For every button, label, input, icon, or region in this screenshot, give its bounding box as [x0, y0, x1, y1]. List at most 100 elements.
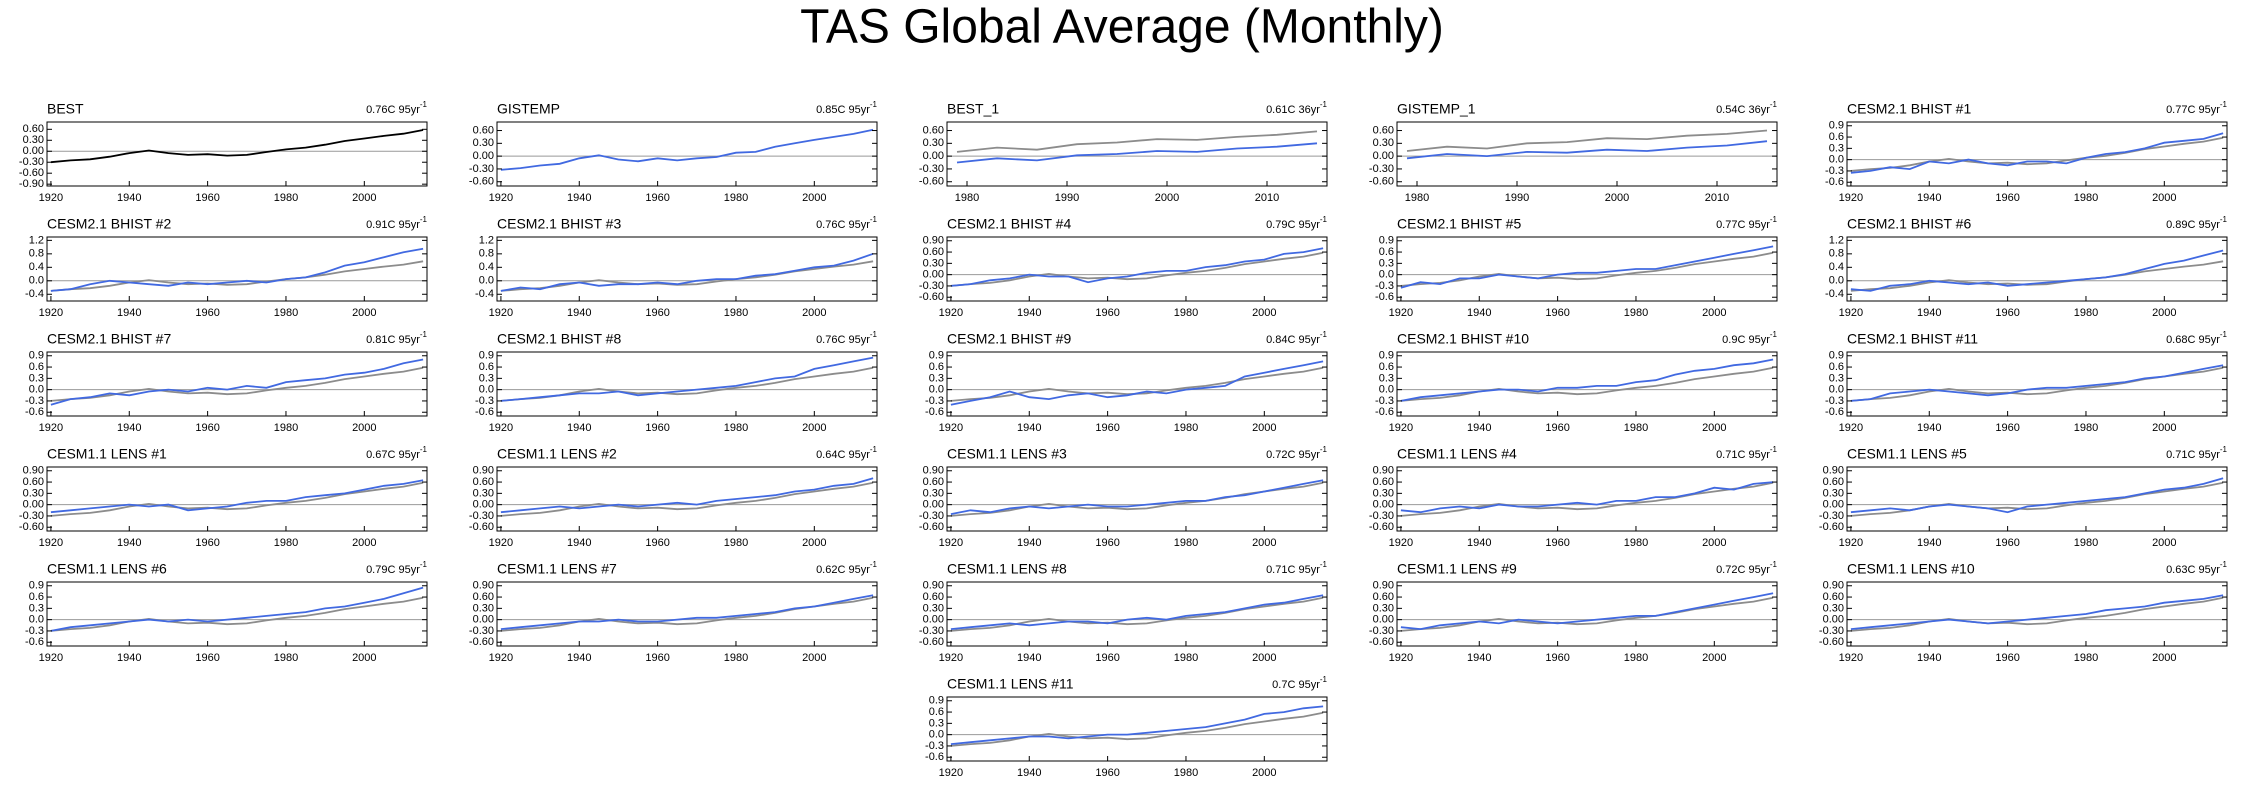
x-tick-label: 1980: [1624, 652, 1648, 664]
x-tick-label: 1920: [939, 307, 963, 319]
trend-exponent: -1: [1770, 100, 1778, 109]
y-tick-label: 0.0: [1379, 269, 1394, 281]
x-tick-label: 1920: [1389, 537, 1413, 549]
x-tick-label: 1960: [645, 192, 669, 204]
series-line: [950, 360, 1324, 406]
x-tick-label: 1960: [1545, 652, 1569, 664]
y-tick-label: -0.3: [925, 740, 944, 752]
x-tick-label: 1980: [274, 192, 298, 204]
plot-frame: [1396, 466, 1778, 532]
y-tick-label: -0.3: [25, 395, 44, 407]
trend-label: 0.91C 95yr-1: [366, 215, 427, 231]
trend-exponent: -1: [2220, 100, 2228, 109]
y-tick-label: 1.2: [29, 234, 44, 246]
y-tick-label: 0.00: [1373, 614, 1394, 626]
plot-frame: [1396, 236, 1778, 302]
x-tick-label: 1960: [195, 652, 219, 664]
y-tick-label: -0.60: [1369, 176, 1394, 188]
y-tick-label: 0.30: [473, 487, 494, 499]
plot-frame: [946, 236, 1328, 302]
x-tick-label: 2000: [2152, 192, 2176, 204]
trend-label: 0.7C 95yr-1: [1272, 675, 1327, 691]
trend-value: 0.67C 95yr: [366, 449, 420, 461]
series-line: [1400, 596, 1774, 632]
y-tick-label: 0.9: [1379, 235, 1394, 247]
x-tick-label: 1940: [1917, 192, 1941, 204]
trend-value: 0.91C 95yr: [366, 219, 420, 231]
y-tick-label: -0.3: [25, 625, 44, 637]
trend-value: 0.7C 95yr: [1272, 679, 1320, 691]
y-tick-label: 0.00: [23, 499, 44, 511]
x-tick-label: 1980: [1174, 767, 1198, 779]
y-tick-label: -0.30: [469, 163, 494, 175]
x-tick-label: 1920: [39, 652, 63, 664]
trend-value: 0.81C 95yr: [366, 334, 420, 346]
x-tick-label: 1940: [1017, 422, 1041, 434]
x-tick-label: 1940: [1467, 652, 1491, 664]
y-tick-label: 0.4: [29, 261, 44, 273]
panel-title: CESM2.1 BHIST #6: [1847, 216, 1971, 232]
x-tick-label: 1940: [1467, 307, 1491, 319]
series-line: [50, 481, 424, 517]
panel-title: CESM1.1 LENS #2: [497, 446, 617, 462]
x-tick-label: 1980: [955, 192, 979, 204]
trend-label: 0.63C 95yr-1: [2166, 560, 2227, 576]
panel-title: GISTEMP_1: [1397, 101, 1476, 117]
y-tick-label: 0.9: [1829, 350, 1844, 362]
trend-value: 0.71C 95yr: [1716, 449, 1770, 461]
x-tick-label: 1960: [1995, 537, 2019, 549]
y-tick-label: -0.30: [19, 156, 44, 168]
trend-label: 0.76C 95yr-1: [816, 330, 877, 346]
y-tick-label: -0.30: [919, 625, 944, 637]
trend-label: 0.89C 95yr-1: [2166, 215, 2227, 231]
trend-exponent: -1: [420, 445, 428, 454]
series-line: [500, 260, 874, 292]
x-tick-label: 1980: [2074, 192, 2098, 204]
trend-label: 0.61C 36yr-1: [1266, 100, 1327, 116]
trend-value: 0.68C 95yr: [2166, 334, 2220, 346]
trend-value: 0.54C 36yr: [1716, 104, 1770, 116]
y-tick-label: 0.3: [29, 602, 44, 614]
series-line: [500, 594, 874, 630]
x-tick-label: 1940: [567, 537, 591, 549]
series-line: [50, 479, 424, 514]
y-tick-label: 0.60: [923, 591, 944, 603]
y-tick-label: 0.30: [23, 487, 44, 499]
x-tick-label: 1960: [645, 422, 669, 434]
x-tick-label: 1940: [1017, 537, 1041, 549]
x-tick-label: 1940: [117, 192, 141, 204]
y-tick-label: 0.9: [1829, 120, 1844, 132]
y-tick-label: 0.9: [929, 695, 944, 707]
panel-title: CESM1.1 LENS #6: [47, 561, 167, 577]
trend-exponent: -1: [1770, 445, 1778, 454]
x-tick-label: 2000: [352, 537, 376, 549]
y-tick-label: 0.6: [29, 591, 44, 603]
trend-value: 0.89C 95yr: [2166, 219, 2220, 231]
x-tick-label: 1920: [939, 652, 963, 664]
y-tick-label: -0.6: [25, 406, 44, 418]
y-tick-label: 0.3: [29, 372, 44, 384]
trend-exponent: -1: [870, 100, 878, 109]
y-tick-label: 1.2: [479, 234, 494, 246]
panel-title: CESM1.1 LENS #11: [947, 676, 1074, 692]
y-tick-label: 0.00: [1373, 499, 1394, 511]
plot-frame: [1846, 351, 2228, 417]
x-tick-label: 1960: [1545, 422, 1569, 434]
y-tick-label: 0.9: [479, 350, 494, 362]
series-line: [500, 252, 874, 292]
y-tick-label: -0.6: [925, 751, 944, 763]
x-tick-label: 1940: [567, 422, 591, 434]
series-line: [500, 356, 874, 402]
trend-exponent: -1: [1320, 675, 1328, 684]
y-tick-label: 0.0: [1829, 154, 1844, 166]
panel-title: CESM2.1 BHIST #11: [1847, 331, 1978, 347]
y-tick-label: 0.30: [473, 137, 494, 149]
trend-value: 0.71C 95yr: [1266, 564, 1320, 576]
y-tick-label: 0.60: [23, 123, 44, 135]
x-tick-label: 1920: [1389, 307, 1413, 319]
y-tick-label: 0.00: [923, 150, 944, 162]
trend-label: 0.64C 95yr-1: [816, 445, 877, 461]
series-line: [950, 479, 1324, 515]
x-tick-label: 1980: [274, 537, 298, 549]
